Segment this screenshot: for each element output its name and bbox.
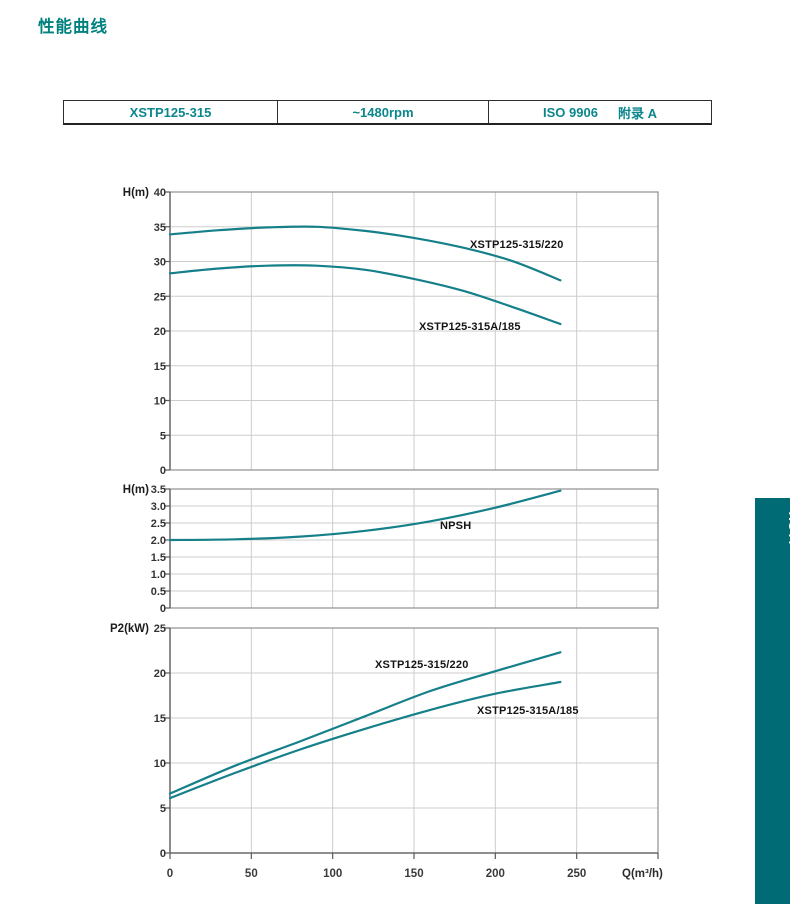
- y-tick-label: 2.0: [151, 535, 166, 547]
- curve-XSTP125-315A/185: [168, 264, 562, 326]
- y-tick-label: 3.0: [151, 501, 166, 513]
- spec-speed: ~1480rpm: [278, 101, 489, 123]
- side-tab-xstp: XSTP: [755, 498, 790, 904]
- spec-standard: ISO 9906 附录 A: [489, 101, 711, 123]
- side-tab-label: XSTP: [786, 512, 790, 551]
- x-tick-label: 0: [167, 868, 173, 880]
- curve-XSTP125-315A/185: [168, 680, 562, 800]
- x-tick-label: 100: [323, 868, 342, 880]
- y-tick-label: 40: [154, 187, 166, 199]
- y-tick-label: 0.5: [151, 586, 166, 598]
- y-tick-label: 25: [154, 623, 166, 635]
- y-tick-label: 0: [160, 848, 166, 860]
- y-axis-label: H(m): [123, 187, 149, 199]
- series-label-XSTP125-315A/185: XSTP125-315A/185: [419, 321, 521, 333]
- y-tick-label: 20: [154, 326, 166, 338]
- y-tick-label: 10: [154, 758, 166, 770]
- chart-2: 0 5 10 15 20 25 P2(kW) 0 50 100 150 200 250 Q(m³/h) XS…: [110, 623, 663, 880]
- page-title: 性能曲线: [38, 18, 108, 36]
- curve-NPSH: [168, 489, 562, 542]
- y-axis-label: H(m): [123, 484, 149, 496]
- chart-1: 0 0.5 1.0 1.5 2.0 2.5 3.0 3.5H(m) NPSH: [123, 484, 659, 615]
- x-axis-label: Q(m³/h): [622, 868, 663, 880]
- x-tick-label: 250: [567, 868, 586, 880]
- series-label-NPSH: NPSH: [440, 520, 471, 532]
- curve-XSTP125-315/220: [168, 225, 562, 282]
- spec-standard-name: ISO 9906: [543, 104, 598, 120]
- y-tick-label: 30: [154, 257, 166, 269]
- series-label-XSTP125-315A/185: XSTP125-315A/185: [477, 705, 579, 717]
- y-tick-label: 5: [160, 803, 166, 815]
- y-tick-label: 15: [154, 361, 166, 373]
- y-tick-label: 15: [154, 713, 166, 725]
- x-tick-label: 200: [486, 868, 505, 880]
- curve-XSTP125-315/220: [168, 651, 562, 795]
- y-axis-label: P2(kW): [110, 623, 149, 635]
- y-tick-label: 1.5: [151, 552, 166, 564]
- spec-standard-appendix: 附录 A: [617, 105, 657, 121]
- y-tick-label: 1.0: [151, 569, 166, 581]
- x-tick-label: 50: [245, 868, 258, 880]
- spec-model: XSTP125-315: [64, 101, 278, 123]
- spec-table: XSTP125-315 ~1480rpm ISO 9906 附录 A: [63, 100, 712, 125]
- y-tick-label: 25: [154, 291, 166, 303]
- x-tick-label: 150: [404, 868, 423, 880]
- y-tick-label: 35: [154, 222, 166, 234]
- y-tick-label: 5: [160, 430, 166, 442]
- y-tick-label: 20: [154, 668, 166, 680]
- y-tick-label: 0: [160, 603, 166, 615]
- y-tick-label: 10: [154, 396, 166, 408]
- chart-0: 0 5 10 15 20 25 30 35 40 H(m) XSTP125-315/220 XSTP1…: [123, 187, 659, 477]
- y-tick-label: 2.5: [151, 518, 166, 530]
- y-tick-label: 3.5: [151, 484, 166, 496]
- series-label-XSTP125-315/220: XSTP125-315/220: [375, 659, 469, 671]
- y-tick-label: 0: [160, 465, 166, 477]
- series-label-XSTP125-315/220: XSTP125-315/220: [470, 239, 564, 251]
